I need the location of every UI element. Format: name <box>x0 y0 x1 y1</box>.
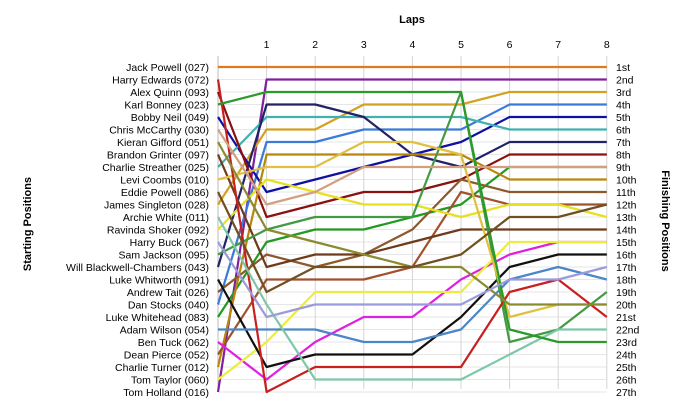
series-line-13 <box>217 178 608 231</box>
finishing-position-label: 10th <box>616 175 637 187</box>
finishing-position-label: 27th <box>616 387 637 399</box>
finishing-position-label: 18th <box>616 275 637 287</box>
finishing-position-label: 20th <box>616 300 637 312</box>
finishing-position-label: 22nd <box>616 325 640 337</box>
series-line-15 <box>217 240 607 381</box>
starting-position-label: Archie White (011) <box>123 212 209 224</box>
series-line-10 <box>216 153 607 368</box>
y-axis-title-right: Finishing Positions <box>659 170 671 271</box>
starting-position-label: Tom Taylor (060) <box>131 375 209 387</box>
x-tick-label: 7 <box>555 39 561 51</box>
starting-position-label: Harry Buck (067) <box>130 237 209 249</box>
finishing-position-label: 1st <box>616 62 630 74</box>
series-line-11 <box>217 178 607 293</box>
x-tick-label: 3 <box>361 39 367 51</box>
starting-position-label: Ravinda Shoker (092) <box>107 225 209 237</box>
finishing-position-label: 11th <box>616 187 636 199</box>
finishing-position-label: 25th <box>616 362 637 374</box>
series-line-26 <box>217 241 608 319</box>
finishing-position-label: 16th <box>616 250 637 262</box>
x-tick-label: 6 <box>507 39 513 51</box>
finishing-position-label: 4th <box>616 100 631 112</box>
starting-position-label: Sam Jackson (095) <box>119 250 209 262</box>
starting-position-label: Levi Coombs (010) <box>120 175 209 187</box>
series-line-17 <box>217 253 607 369</box>
y-axis-title-left: Starting Positions <box>22 177 34 271</box>
starting-position-label: Eddie Powell (086) <box>121 187 209 199</box>
starting-position-label: Charlie Streather (025) <box>102 162 209 174</box>
finishing-position-label: 17th <box>616 262 637 274</box>
finishing-position-label: 24th <box>616 350 637 362</box>
starting-position-label: Jack Powell (027) <box>126 62 209 74</box>
series-line-4 <box>216 103 607 305</box>
finishing-position-label: 15th <box>616 237 637 249</box>
x-tick-label: 5 <box>458 39 464 51</box>
starting-position-label: Ben Tuck (062) <box>138 337 209 349</box>
finishing-position-label: 19th <box>616 287 637 299</box>
finishing-position-label: 21st <box>616 312 636 324</box>
starting-position-label: Alex Quinn (093) <box>130 87 209 99</box>
series-line-19 <box>217 90 608 344</box>
finishing-position-label: 5th <box>616 112 631 124</box>
series-line-6 <box>217 115 607 168</box>
starting-position-label: Luke Whitehead (083) <box>106 312 209 324</box>
starting-position-label: Brandon Grinter (097) <box>107 150 209 162</box>
starting-position-label: Tom Holland (016) <box>123 387 209 399</box>
starting-position-label: Bobby Neil (049) <box>131 112 209 124</box>
finishing-position-label: 9th <box>616 162 631 174</box>
x-tick-label: 1 <box>264 39 270 51</box>
series-line-2 <box>216 78 607 393</box>
starting-position-label: Luke Whitworth (091) <box>109 275 209 287</box>
series-line-20 <box>217 140 607 319</box>
finishing-position-label: 8th <box>616 150 631 162</box>
starting-position-label: James Singleton (028) <box>104 200 209 212</box>
starting-position-label: Andrew Tait (026) <box>127 287 209 299</box>
x-axis-title: Laps <box>399 14 425 26</box>
finishing-position-label: 3rd <box>616 87 631 99</box>
finishing-position-label: 2nd <box>616 75 634 87</box>
series-line-27 <box>217 128 607 206</box>
finishing-position-label: 6th <box>616 125 631 137</box>
finishing-position-label: 12th <box>616 200 637 212</box>
starting-position-label: Harry Edwards (072) <box>112 75 209 87</box>
starting-position-label: Karl Bonney (023) <box>124 100 209 112</box>
x-tick-label: 2 <box>312 39 318 51</box>
starting-position-labels: Jack Powell (027)Harry Edwards (072)Alex… <box>66 62 209 399</box>
starting-position-label: Dan Stocks (040) <box>128 300 209 312</box>
x-tick-label: 8 <box>604 39 610 51</box>
finishing-position-label: 7th <box>616 137 631 149</box>
starting-position-label: Kieran Gifford (051) <box>117 137 209 149</box>
starting-position-label: Charlie Turner (012) <box>115 362 209 374</box>
starting-position-label: Dean Pierce (052) <box>124 350 209 362</box>
finishing-position-label: 26th <box>616 375 637 387</box>
x-ticks: 1 2 3 4 5 6 7 8 <box>264 39 610 51</box>
series-line-14 <box>216 154 607 269</box>
finishing-position-label: 23rd <box>616 337 637 349</box>
series-line-8 <box>216 91 607 219</box>
finishing-position-label: 13th <box>616 212 637 224</box>
x-tick-label: 4 <box>409 39 415 51</box>
finishing-position-label: 14th <box>616 225 637 237</box>
series-line-25 <box>217 191 608 294</box>
series-line-23 <box>217 90 607 344</box>
finishing-position-labels: 1st2nd3rd4th5th6th7th8th9th10th11th12th1… <box>616 62 640 399</box>
starting-position-label: Chris McCarthy (030) <box>109 125 209 137</box>
starting-position-label: Will Blackwell-Chambers (043) <box>66 262 209 274</box>
starting-position-label: Adam Wilson (054) <box>120 325 209 337</box>
series-line-16 <box>217 240 607 381</box>
series-line-21 <box>216 79 608 394</box>
series-line-3 <box>217 90 607 206</box>
series-lines <box>216 65 608 394</box>
